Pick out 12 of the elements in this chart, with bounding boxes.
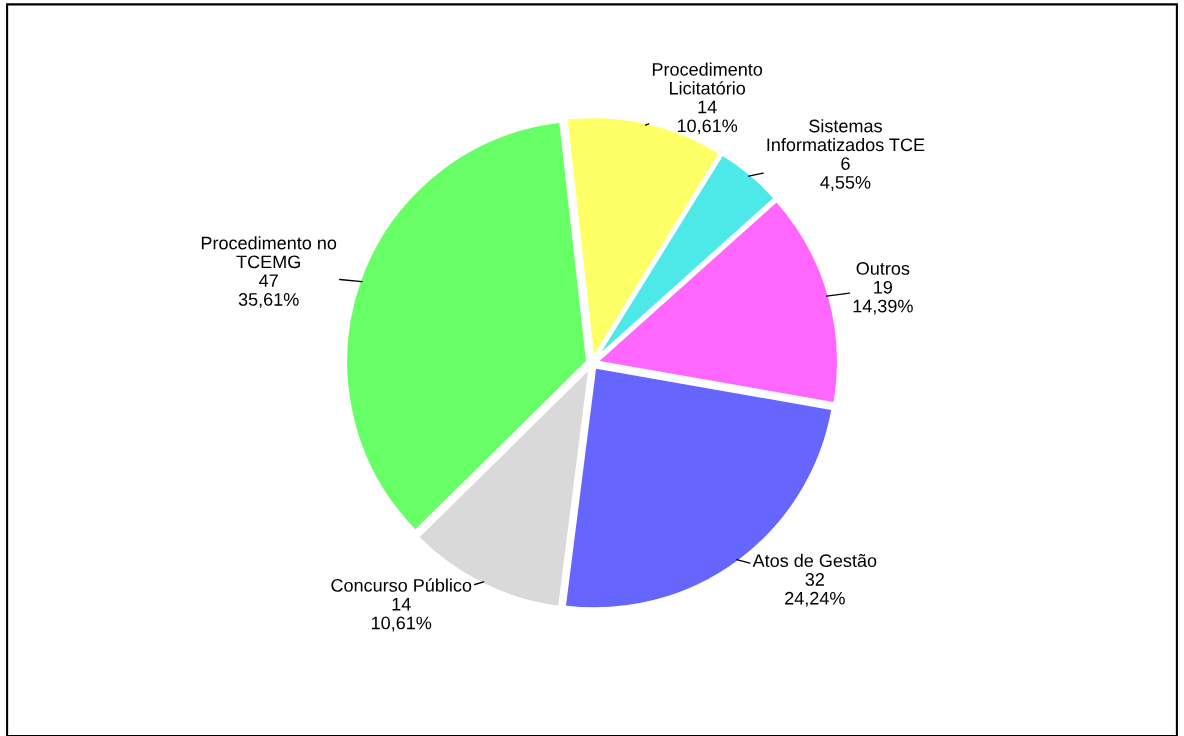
data-label: 14 10,61% (371, 597, 432, 632)
slice-label: Concurso Público (331, 578, 472, 592)
data-label: 19 14,39% (853, 280, 913, 315)
slice-label: Procedimento no TCEMG (201, 236, 337, 269)
data-label: 14 10,61% (677, 100, 738, 135)
data-label: 32 24,24% (785, 573, 845, 607)
slice-label: Outros (856, 262, 910, 275)
data-label: 47 35,61% (238, 274, 299, 308)
slice-label: Atos de Gestão (752, 553, 877, 568)
slice-label: Procedimento Licitatório (652, 62, 763, 95)
data-label: 6 4,55% (820, 157, 871, 191)
slice-label: Sistemas Informatizados TCE (767, 119, 925, 152)
